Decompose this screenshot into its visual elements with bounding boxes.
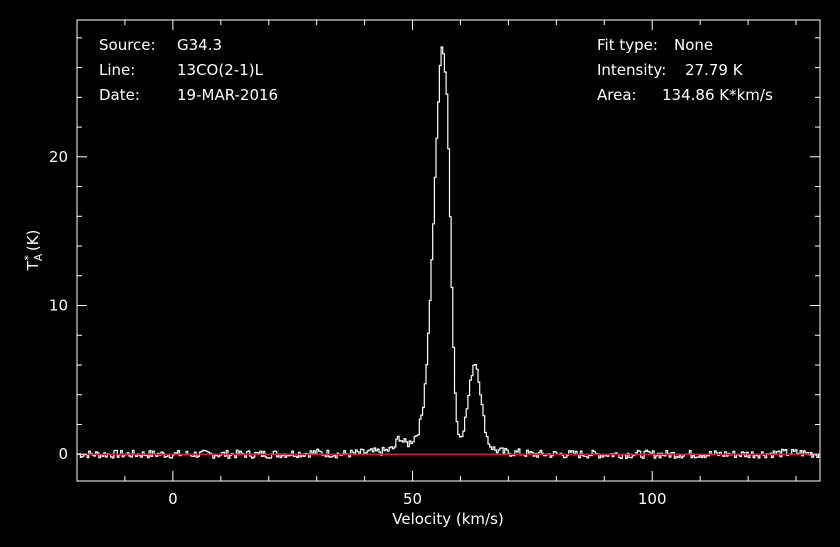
- info-area-key: Area:: [597, 86, 637, 104]
- spectrum-layer: [77, 46, 820, 459]
- y-tick-label: 0: [58, 445, 68, 463]
- spectrum-series-line: [77, 46, 820, 459]
- info-left: Source: G34.3 Line: 13CO(2-1)L Date: 19-…: [99, 36, 278, 104]
- info-fit-type-key: Fit type:: [597, 36, 658, 54]
- info-source-value: G34.3: [177, 36, 222, 54]
- info-date-value: 19-MAR-2016: [177, 86, 278, 104]
- x-tick-label: 0: [168, 490, 178, 508]
- info-source-key: Source:: [99, 36, 156, 54]
- info-intensity-value: 27.79 K: [685, 61, 744, 79]
- y-tick-label: 20: [49, 148, 68, 166]
- y-axis-label: TA* (K): [22, 230, 45, 272]
- info-fit-type-value: None: [674, 36, 713, 54]
- y-axis-label-main: T: [24, 260, 42, 271]
- info-line-key: Line:: [99, 61, 135, 79]
- x-tick-label: 50: [403, 490, 422, 508]
- y-axis-label-unit: (K): [24, 230, 42, 252]
- plot-frame: [76, 19, 821, 482]
- info-intensity-key: Intensity:: [597, 61, 666, 79]
- y-tick-label: 10: [49, 297, 68, 315]
- y-axis-label-sub: A: [32, 253, 45, 261]
- info-date-key: Date:: [99, 86, 140, 104]
- info-right: Fit type: None Intensity: 27.79 K Area: …: [597, 36, 773, 104]
- info-line-value: 13CO(2-1)L: [177, 61, 264, 79]
- info-area-value: 134.86 K*km/s: [662, 86, 773, 104]
- svg-text:TA*(K): TA* (K): [22, 230, 45, 272]
- x-tick-label: 100: [638, 490, 667, 508]
- y-axis-label-sup: *: [22, 255, 35, 261]
- x-axis-label: Velocity (km/s): [392, 510, 503, 528]
- ticks-layer: 0 50 100 0 10 20: [49, 20, 820, 508]
